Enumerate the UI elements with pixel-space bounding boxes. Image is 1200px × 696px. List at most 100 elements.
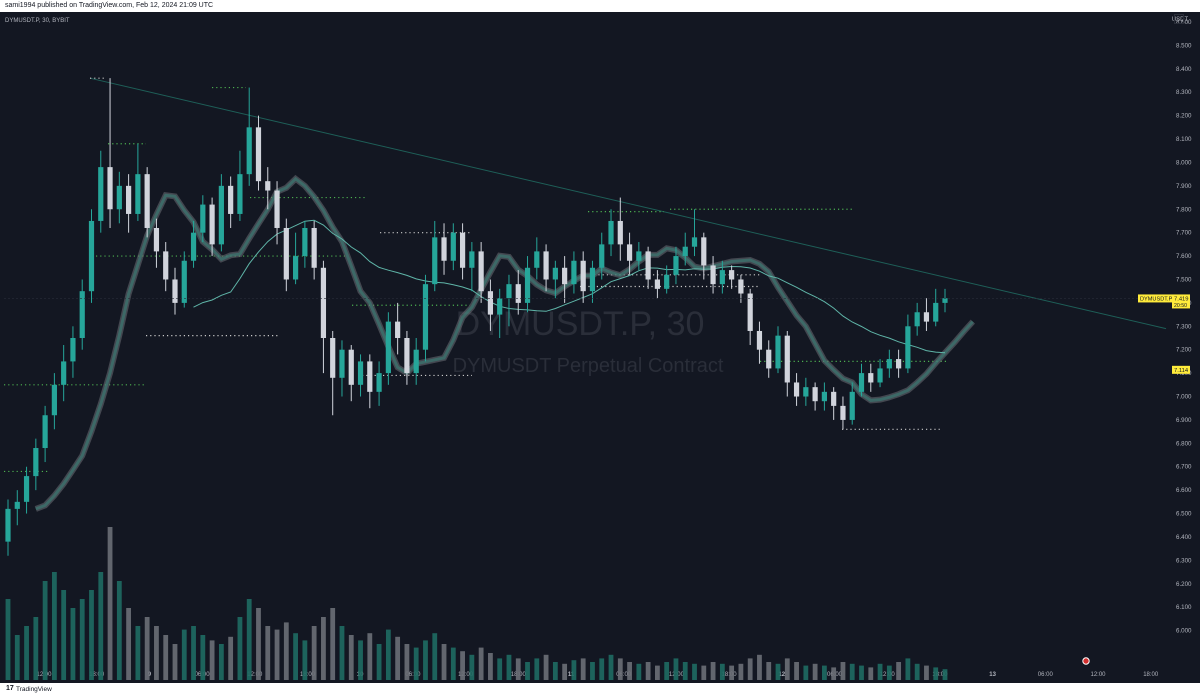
volume-bar bbox=[682, 662, 688, 680]
candle-body bbox=[144, 174, 150, 228]
volume-bar bbox=[766, 662, 772, 680]
y-tick-label: 7.900 bbox=[1176, 183, 1192, 190]
volume-bar bbox=[942, 669, 948, 680]
candle-body bbox=[218, 185, 224, 245]
y-tick-label: 7.000 bbox=[1176, 394, 1192, 401]
volume-bar bbox=[636, 663, 642, 680]
candle-body bbox=[580, 260, 586, 292]
volume-bar bbox=[627, 662, 632, 680]
candle-body bbox=[942, 298, 948, 303]
candle-body bbox=[701, 237, 707, 266]
y-tick-label: 6.100 bbox=[1176, 604, 1192, 611]
volume-bar bbox=[293, 633, 298, 680]
candle-body bbox=[357, 361, 364, 385]
volume-bar bbox=[460, 651, 465, 680]
volume-bar bbox=[803, 665, 809, 680]
y-tick-label: 7.500 bbox=[1176, 276, 1192, 283]
volume-bar bbox=[423, 640, 428, 680]
y-tick-label: 6.000 bbox=[1176, 628, 1192, 635]
price-tag-name-bg bbox=[1138, 294, 1172, 303]
price-tag-countdown: 20:50 bbox=[1174, 303, 1187, 309]
watermark-title: DYMUSDT.P, 30 bbox=[456, 305, 705, 343]
candle-body bbox=[265, 181, 271, 191]
candle-body bbox=[116, 185, 122, 210]
trendline bbox=[89, 77, 1167, 330]
brand-name: TradingView bbox=[16, 686, 52, 693]
candle-body bbox=[534, 251, 540, 268]
event-flag-icon bbox=[1082, 657, 1090, 665]
y-tick-label: 8.600 bbox=[1176, 19, 1192, 26]
volume-bar bbox=[868, 667, 874, 680]
candle-body bbox=[589, 267, 596, 292]
candle-body bbox=[691, 237, 698, 247]
candle-body bbox=[163, 251, 169, 280]
volume-bar bbox=[209, 640, 215, 680]
chart-settings-icon[interactable] bbox=[1174, 14, 1184, 24]
y-tick-label: 8.200 bbox=[1176, 113, 1192, 120]
x-tick-label: 12 bbox=[778, 672, 785, 678]
volume-bar bbox=[571, 660, 577, 680]
volume-bar bbox=[450, 647, 456, 680]
y-tick-label: 7.800 bbox=[1176, 206, 1192, 213]
candle-body bbox=[497, 298, 503, 315]
candle-body bbox=[608, 220, 614, 245]
volume-bar bbox=[79, 599, 85, 680]
volume-bar bbox=[692, 663, 697, 680]
chart-area[interactable]: USDT 8.600 8.500 8.400 8.300 8.200 8.100 8.000 7… bbox=[0, 12, 1200, 683]
candle-body bbox=[636, 251, 642, 261]
volume-bar bbox=[200, 635, 206, 680]
volume-bar bbox=[821, 665, 827, 680]
volume-bar bbox=[617, 658, 623, 680]
y-tick-label: 8.300 bbox=[1176, 89, 1192, 96]
volume-bar bbox=[673, 658, 679, 680]
candle-body bbox=[126, 185, 132, 214]
volume-bar bbox=[525, 662, 530, 680]
y-tick-label: 6.800 bbox=[1176, 440, 1192, 447]
candle-body bbox=[237, 174, 243, 214]
volume-bar bbox=[265, 626, 271, 680]
volume-bar bbox=[924, 665, 929, 680]
candle-body bbox=[886, 359, 892, 369]
candle-body bbox=[673, 256, 679, 275]
candle-body bbox=[70, 338, 76, 362]
candle-body bbox=[840, 405, 846, 420]
candle-body bbox=[432, 237, 438, 285]
candle-body bbox=[775, 335, 781, 369]
axis-unit-label: USDT bbox=[1172, 17, 1189, 23]
candle-body bbox=[729, 270, 735, 280]
candle-body bbox=[209, 204, 215, 245]
candle-body bbox=[61, 361, 67, 385]
volume-bar bbox=[534, 658, 540, 680]
volume-bar bbox=[914, 663, 920, 680]
candle-body bbox=[766, 349, 772, 369]
candle-body bbox=[283, 227, 289, 280]
y-tick-label: 6.500 bbox=[1176, 511, 1192, 518]
y-tick-label: 6.600 bbox=[1176, 487, 1192, 494]
volume-bar bbox=[849, 663, 855, 680]
volume-bar bbox=[840, 662, 846, 680]
volume-bar bbox=[580, 658, 586, 680]
volume-bar bbox=[321, 617, 326, 680]
x-tick-label: 12:00 bbox=[247, 672, 263, 678]
candle-body bbox=[14, 501, 20, 509]
y-tick-label: 8.100 bbox=[1176, 136, 1192, 143]
candle-body bbox=[664, 274, 670, 289]
symbol-legend[interactable]: DYMUSDT.P, 30, BYBIT bbox=[5, 18, 70, 24]
volume-bar bbox=[42, 581, 48, 680]
x-tick-label: 18:00 bbox=[300, 672, 316, 678]
candle-body bbox=[682, 246, 688, 257]
candle-body bbox=[626, 244, 633, 261]
volume-bar bbox=[515, 658, 521, 680]
volume-bar bbox=[218, 644, 224, 680]
candle-body bbox=[348, 349, 354, 385]
candle-body bbox=[459, 232, 466, 268]
candle-body bbox=[803, 387, 809, 397]
candle-body bbox=[98, 167, 104, 221]
price-tag-name: DYMUSDT.P bbox=[1140, 297, 1173, 303]
volume-bar bbox=[172, 644, 178, 680]
watermark-subtitle: DYMUSDT Perpetual Contract bbox=[453, 355, 724, 377]
volume-bar bbox=[608, 654, 614, 680]
price-tag-value: 7.419 bbox=[1174, 297, 1189, 303]
